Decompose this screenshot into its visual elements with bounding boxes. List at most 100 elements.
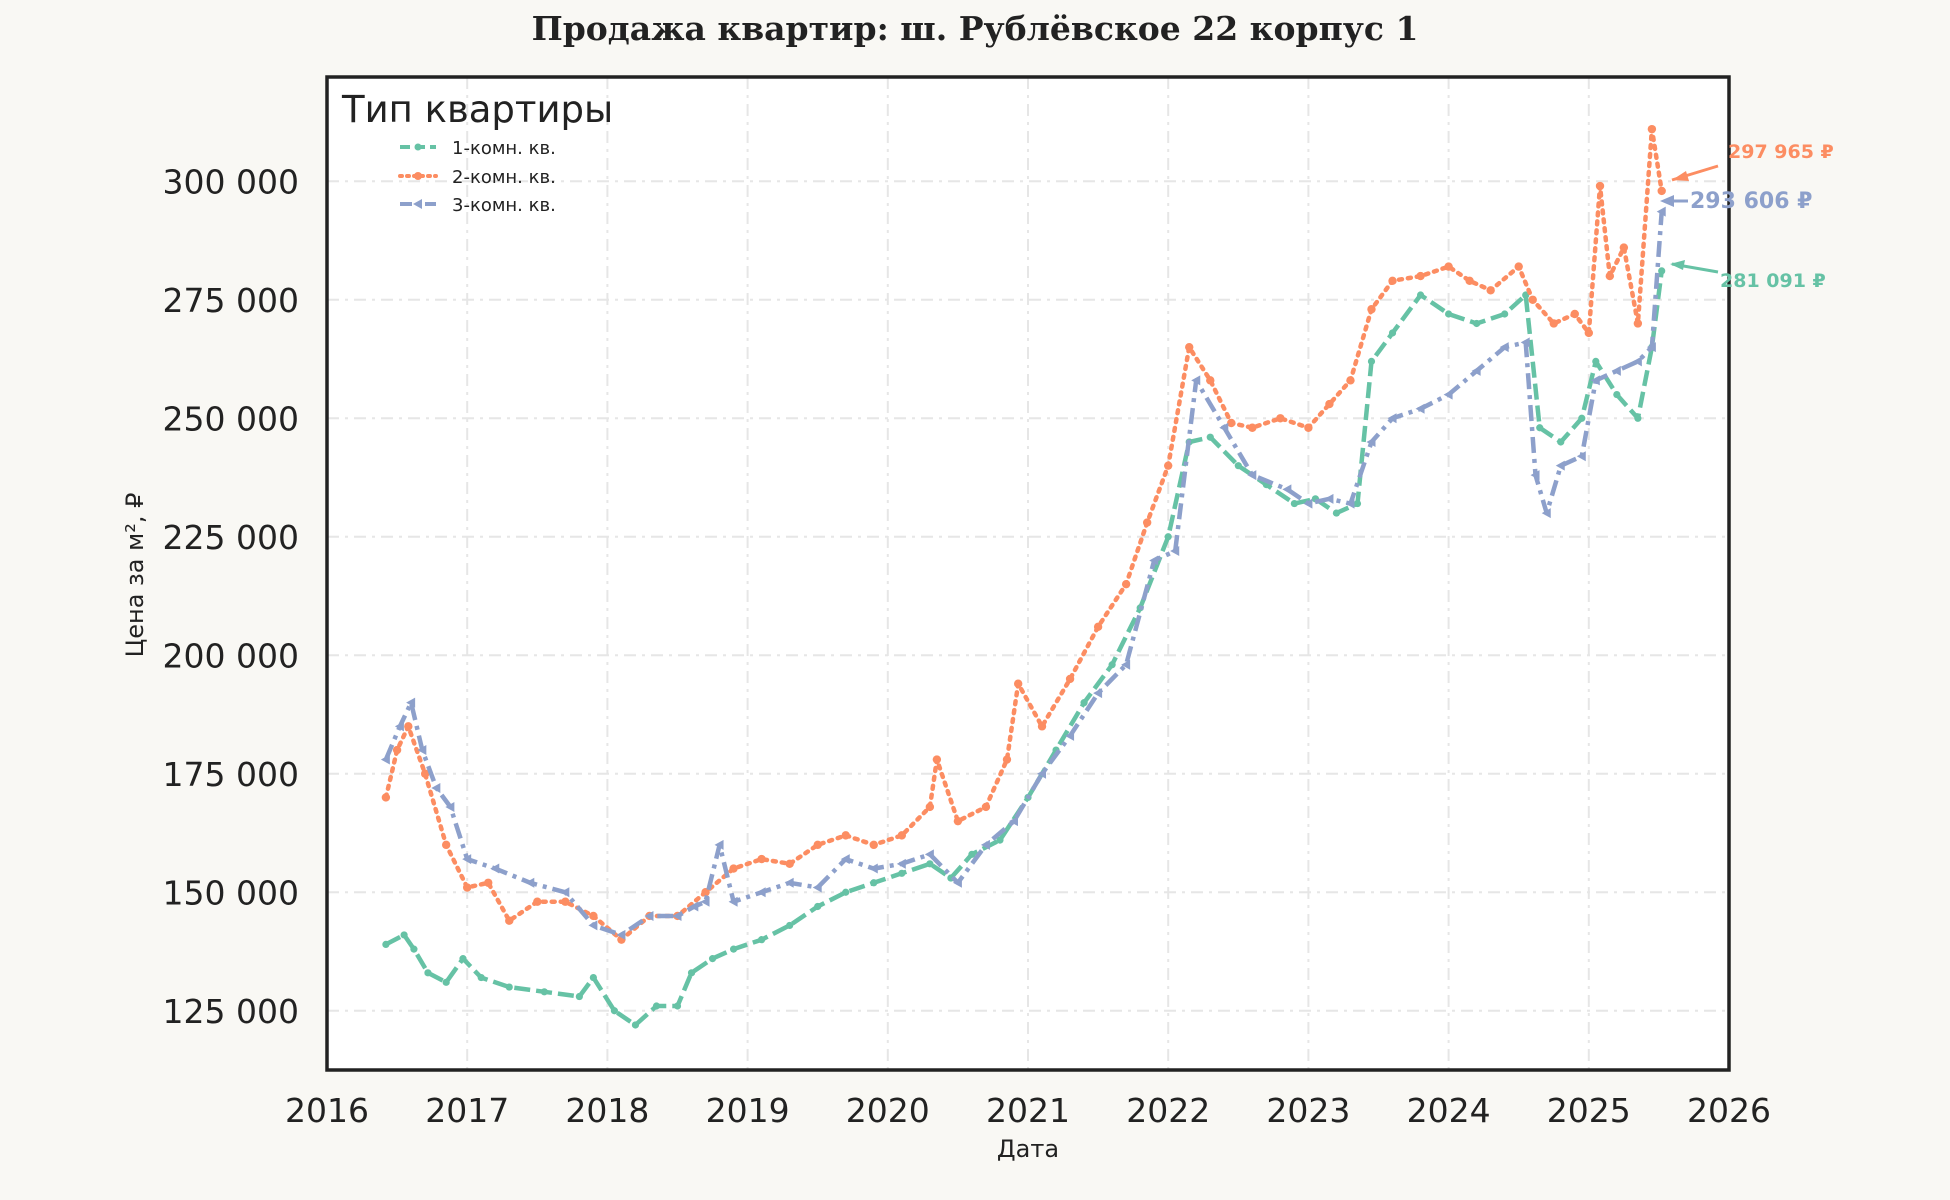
data-point	[1353, 499, 1362, 508]
data-point	[708, 955, 717, 963]
data-point	[1632, 356, 1642, 367]
data-point	[1093, 688, 1103, 699]
data-point	[533, 897, 542, 906]
data-point	[1065, 730, 1075, 741]
data-point	[700, 896, 710, 907]
data-point	[505, 983, 513, 991]
data-point	[968, 850, 976, 858]
data-point	[952, 877, 962, 888]
data-point	[689, 901, 699, 912]
data-point	[1367, 305, 1376, 314]
data-point	[1037, 722, 1047, 731]
data-point	[1325, 399, 1334, 409]
annotation-3room-arrowhead	[1660, 195, 1674, 207]
data-point	[561, 897, 570, 906]
data-point	[1227, 418, 1236, 428]
data-point	[758, 936, 766, 944]
data-point	[714, 839, 724, 850]
data-point	[1367, 357, 1376, 365]
annotation-2room-arrowhead	[1672, 171, 1689, 181]
data-point	[842, 888, 850, 896]
data-point	[897, 831, 907, 840]
data-point	[1473, 319, 1481, 328]
data-point	[1164, 461, 1173, 470]
legend-marker-3	[413, 199, 422, 209]
data-point	[441, 840, 451, 850]
data-point	[1142, 518, 1152, 527]
data-point	[980, 839, 990, 850]
data-point	[1206, 433, 1214, 441]
y-tick-label: 200 000	[163, 636, 299, 675]
x-tick-label: 2022	[1126, 1091, 1210, 1130]
data-point	[1605, 271, 1615, 281]
data-point	[840, 854, 850, 865]
data-point	[869, 840, 878, 850]
data-point	[392, 745, 402, 755]
data-point	[381, 793, 391, 802]
data-point	[1613, 390, 1621, 399]
x-tick-label: 2025	[1547, 1091, 1631, 1130]
data-point	[1324, 493, 1334, 504]
data-point	[1346, 376, 1355, 385]
data-point	[1345, 498, 1355, 509]
data-point	[1590, 375, 1600, 386]
data-point	[1037, 768, 1047, 779]
annotation-3room: 293 606 ₽	[1660, 189, 1812, 214]
data-point	[459, 955, 467, 963]
legend-label-1: 1-комн. кв.	[452, 138, 556, 159]
data-point	[1501, 310, 1509, 318]
data-point	[431, 782, 441, 793]
data-point	[644, 910, 654, 921]
data-point	[728, 896, 738, 907]
plot-frame	[325, 75, 1731, 1072]
x-tick-label: 2024	[1407, 1091, 1491, 1130]
data-point	[672, 910, 682, 921]
data-point	[1121, 659, 1131, 670]
data-point	[673, 1002, 682, 1010]
data-point	[1658, 267, 1666, 275]
annotation-2room-label: 297 965 ₽	[1728, 141, 1834, 163]
data-point	[841, 831, 850, 840]
data-point	[784, 877, 794, 888]
data-point	[1486, 286, 1495, 295]
data-point	[812, 882, 822, 893]
data-point	[1499, 342, 1509, 353]
data-point	[1657, 186, 1666, 196]
data-point	[1290, 499, 1298, 508]
data-point	[1557, 438, 1565, 446]
data-point	[1514, 262, 1523, 271]
annotation-1room-arrowhead	[1670, 260, 1685, 270]
data-point	[1647, 124, 1657, 134]
data-point	[1520, 337, 1530, 348]
x-axis-label: Дата	[997, 1135, 1059, 1163]
data-point	[1536, 424, 1544, 432]
data-point	[1445, 310, 1453, 318]
data-point	[1108, 661, 1116, 669]
data-point	[616, 929, 626, 940]
data-point	[785, 859, 794, 869]
data-point	[687, 969, 696, 977]
data-point	[813, 840, 822, 850]
data-point	[1206, 376, 1215, 385]
data-point	[1584, 328, 1594, 338]
data-point	[1080, 699, 1088, 707]
data-point	[996, 836, 1004, 844]
data-point	[1303, 498, 1313, 509]
data-point	[442, 978, 450, 986]
data-point	[652, 1002, 661, 1010]
data-point	[1646, 342, 1656, 353]
data-point	[588, 920, 598, 931]
data-point	[870, 879, 878, 887]
data-point	[1248, 423, 1257, 432]
x-tick-label: 2023	[1266, 1091, 1350, 1130]
data-point	[525, 877, 535, 888]
x-tick-label: 2017	[425, 1091, 509, 1130]
data-point	[1013, 679, 1023, 688]
data-point	[814, 902, 822, 911]
data-point	[729, 945, 738, 953]
legend-marker-1	[414, 143, 422, 151]
annotation-1room: 281 091 ₽	[1670, 260, 1826, 292]
annotation-1room-label: 281 091 ₽	[1720, 270, 1826, 292]
data-point	[477, 973, 485, 982]
